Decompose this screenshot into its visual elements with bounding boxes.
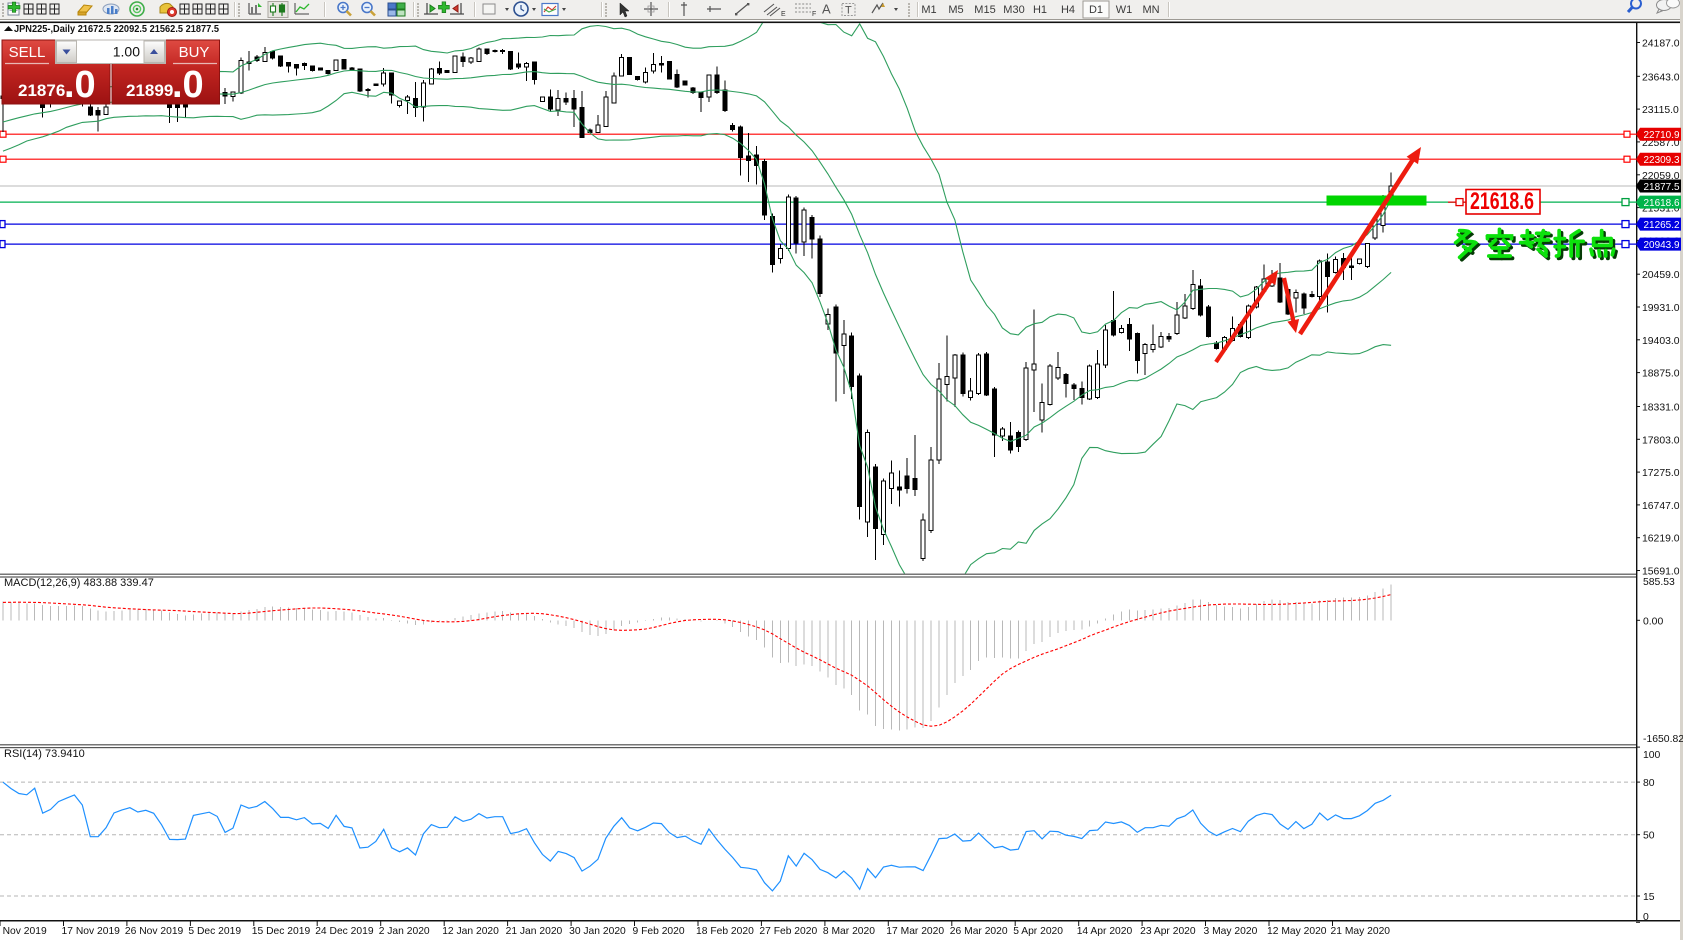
svg-text:21265.2: 21265.2 [1644, 220, 1680, 231]
svg-text:26 Nov 2019: 26 Nov 2019 [125, 926, 184, 937]
svg-text:16219.0: 16219.0 [1642, 534, 1680, 545]
svg-text:.0: .0 [172, 64, 204, 106]
svg-text:30 Jan 2020: 30 Jan 2020 [569, 926, 626, 937]
svg-text:22059.0: 22059.0 [1642, 171, 1680, 182]
svg-text:MACD(12,26,9) 483.88 339.47: MACD(12,26,9) 483.88 339.47 [4, 577, 154, 589]
svg-text:21618.6: 21618.6 [1470, 188, 1534, 215]
svg-text:17 Nov 2019: 17 Nov 2019 [62, 926, 121, 937]
svg-text:22710.9: 22710.9 [1644, 130, 1680, 141]
svg-text:18 Feb 2020: 18 Feb 2020 [696, 926, 754, 937]
svg-text:BUY: BUY [179, 44, 210, 61]
svg-text:0: 0 [1643, 912, 1649, 923]
svg-text:23115.0: 23115.0 [1642, 105, 1679, 116]
svg-text:.0: .0 [64, 64, 96, 106]
svg-text:21899: 21899 [126, 81, 173, 100]
svg-text:H1: H1 [1033, 4, 1047, 16]
svg-text:21531.0: 21531.0 [1642, 204, 1680, 215]
svg-text:585.53: 585.53 [1643, 577, 1675, 588]
svg-text:15691.0: 15691.0 [1642, 567, 1680, 578]
svg-text:20943.9: 20943.9 [1644, 240, 1680, 251]
svg-text:20459.0: 20459.0 [1642, 270, 1680, 281]
svg-text:17275.0: 17275.0 [1642, 468, 1680, 479]
svg-text:17803.0: 17803.0 [1642, 435, 1680, 446]
svg-text:19403.0: 19403.0 [1642, 336, 1680, 347]
svg-text:JPN225-,Daily 21672.5 22092.5: JPN225-,Daily 21672.5 22092.5 21562.5 21… [14, 23, 219, 35]
svg-text:SELL: SELL [9, 44, 46, 61]
svg-text:M15: M15 [974, 4, 995, 16]
svg-text:100: 100 [1643, 750, 1661, 761]
svg-text:T: T [845, 5, 852, 17]
svg-text:21 Jan 2020: 21 Jan 2020 [506, 926, 563, 937]
svg-text:F: F [812, 11, 816, 18]
svg-text:22587.0: 22587.0 [1642, 138, 1680, 149]
svg-text:24187.0: 24187.0 [1642, 39, 1680, 50]
svg-text:1.00: 1.00 [113, 44, 140, 60]
svg-text:24 Dec 2019: 24 Dec 2019 [315, 926, 374, 937]
svg-text:21876: 21876 [18, 81, 65, 100]
svg-text:-1650.82: -1650.82 [1643, 734, 1683, 745]
svg-text:3 May 2020: 3 May 2020 [1204, 926, 1258, 937]
svg-text:5 Apr 2020: 5 Apr 2020 [1013, 926, 1063, 937]
svg-text:E: E [781, 11, 786, 18]
svg-text:12 Jan 2020: 12 Jan 2020 [442, 926, 499, 937]
svg-text:23 Apr 2020: 23 Apr 2020 [1140, 926, 1196, 937]
svg-text:21618.6: 21618.6 [1644, 198, 1680, 209]
svg-text:18331.0: 18331.0 [1642, 403, 1680, 414]
svg-text:M30: M30 [1003, 4, 1024, 16]
svg-text:14 Apr 2020: 14 Apr 2020 [1077, 926, 1133, 937]
svg-text:2 Jan 2020: 2 Jan 2020 [379, 926, 430, 937]
svg-text:12 May 2020: 12 May 2020 [1267, 926, 1327, 937]
svg-text:21877.5: 21877.5 [1644, 182, 1680, 193]
svg-text:0.00: 0.00 [1643, 616, 1663, 627]
svg-text:19931.0: 19931.0 [1642, 303, 1680, 314]
svg-text:15: 15 [1643, 892, 1655, 903]
svg-text:RSI(14) 73.9410: RSI(14) 73.9410 [4, 748, 85, 760]
svg-text:17 Mar 2020: 17 Mar 2020 [886, 926, 944, 937]
svg-text:MN: MN [1142, 4, 1159, 16]
svg-text:M5: M5 [948, 4, 963, 16]
svg-text:5 Dec 2019: 5 Dec 2019 [188, 926, 241, 937]
svg-text:W1: W1 [1116, 4, 1133, 16]
svg-text:9 Feb 2020: 9 Feb 2020 [633, 926, 685, 937]
svg-text:50: 50 [1643, 831, 1655, 842]
svg-text:D1: D1 [1089, 4, 1103, 16]
svg-text:15 Dec 2019: 15 Dec 2019 [252, 926, 311, 937]
svg-text:7 Nov 2019: 7 Nov 2019 [0, 926, 47, 937]
svg-text:80: 80 [1643, 778, 1655, 789]
svg-text:27 Feb 2020: 27 Feb 2020 [759, 926, 817, 937]
svg-text:H4: H4 [1061, 4, 1075, 16]
svg-text:26 Mar 2020: 26 Mar 2020 [950, 926, 1008, 937]
svg-text:8 Mar 2020: 8 Mar 2020 [823, 926, 875, 937]
svg-text:M1: M1 [921, 4, 936, 16]
svg-text:23643.0: 23643.0 [1642, 72, 1680, 83]
svg-text:22309.3: 22309.3 [1644, 155, 1680, 166]
svg-text:16747.0: 16747.0 [1642, 501, 1680, 512]
svg-text:18875.0: 18875.0 [1642, 369, 1680, 380]
svg-text:21 May 2020: 21 May 2020 [1331, 926, 1391, 937]
svg-text:A: A [822, 2, 831, 17]
